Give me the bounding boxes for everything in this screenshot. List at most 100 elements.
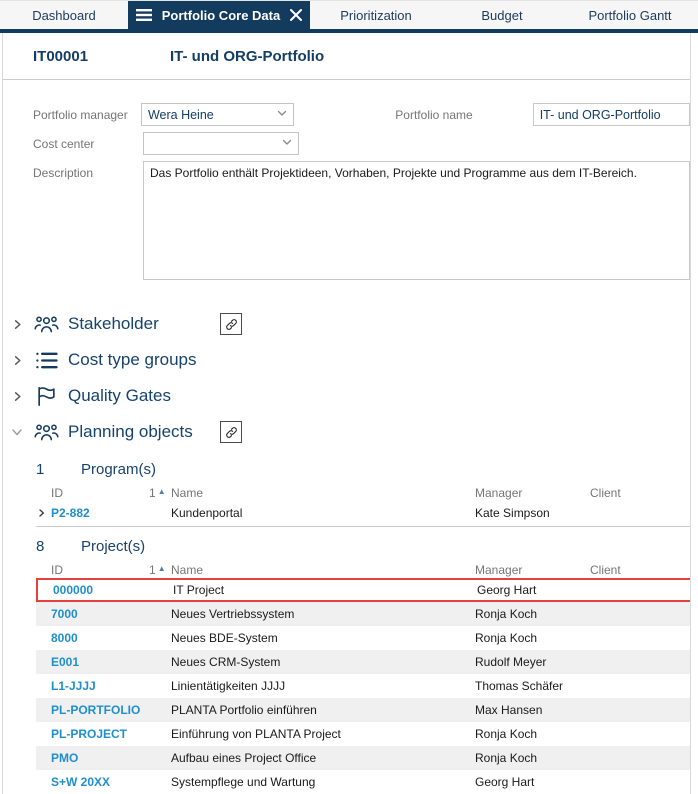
row-id-link[interactable]: E001 xyxy=(51,655,80,669)
tab-prioritization[interactable]: Prioritization xyxy=(310,1,442,29)
people-group-icon xyxy=(33,314,59,335)
cost-center-select[interactable] xyxy=(143,132,299,155)
people-group-icon xyxy=(33,422,59,443)
row-manager: Georg Hart xyxy=(475,775,535,789)
tab-portfolio-gantt[interactable]: Portfolio Gantt xyxy=(562,1,698,29)
row-id-link[interactable]: 7000 xyxy=(51,607,78,621)
column-header-name[interactable]: Name xyxy=(171,562,204,577)
group-label: Project(s) xyxy=(81,537,146,555)
portfolio-id: IT00001 xyxy=(33,47,89,65)
planning-table: ID 1 ▲ Name Manager Client P2-882 Kundenportal K… xyxy=(36,484,690,527)
portfolio-core-data-panel: IT00001 IT- und ORG-Portfolio Portfolio … xyxy=(2,33,691,794)
list-icon xyxy=(33,350,59,371)
tab-label: Budget xyxy=(481,7,523,23)
row-name: Linientätigkeiten JJJJ xyxy=(171,679,286,693)
column-header-manager[interactable]: Manager xyxy=(475,485,523,500)
table-row[interactable]: L1-JJJJ Linientätigkeiten JJJJ Thomas Schä… xyxy=(36,674,690,698)
section-label: Quality Gates xyxy=(68,386,171,405)
section-label: Cost type groups xyxy=(68,350,197,369)
row-name: Neues CRM-System xyxy=(171,655,281,669)
row-id-link[interactable]: PL-PROJECT xyxy=(51,727,128,741)
row-manager: Thomas Schäfer xyxy=(475,679,564,693)
group-heading-project-s-: 8 Project(s) xyxy=(3,537,690,555)
column-header-name[interactable]: Name xyxy=(171,485,204,500)
row-manager: Rudolf Meyer xyxy=(475,655,547,669)
portfolio-title: IT- und ORG-Portfolio xyxy=(170,47,325,65)
tab-portfolio-core-data[interactable]: Portfolio Core Data xyxy=(128,1,310,29)
portfolio-manager-label: Portfolio manager xyxy=(33,108,128,122)
portfolio-header: IT00001 IT- und ORG-Portfolio xyxy=(3,33,690,80)
table-row[interactable]: S+W 20XX Systempflege und Wartung Georg Ha… xyxy=(36,770,690,794)
link-button[interactable] xyxy=(220,313,242,335)
table-row[interactable]: PMO Aufbau eines Project Office Ronja Koch xyxy=(36,746,690,770)
table-header-row: ID 1 ▲ Name Manager Client xyxy=(36,484,690,501)
section-cost-type-groups[interactable]: Cost type groups xyxy=(3,342,690,378)
chevron-down-icon xyxy=(276,107,288,122)
row-manager: Kate Simpson xyxy=(475,506,550,520)
row-id-link[interactable]: L1-JJJJ xyxy=(51,679,96,693)
close-icon[interactable] xyxy=(290,9,303,21)
section-quality-gates[interactable]: Quality Gates xyxy=(3,378,690,414)
row-manager: Ronja Koch xyxy=(475,607,538,621)
group-count: 1 xyxy=(36,460,45,478)
section-stakeholder[interactable]: Stakeholder xyxy=(3,306,690,342)
table-row[interactable]: 8000 Neues BDE-System Ronja Koch xyxy=(36,626,690,650)
chevron-down-icon[interactable] xyxy=(10,426,24,438)
link-button[interactable] xyxy=(220,421,242,443)
row-name: Systempflege und Wartung xyxy=(171,775,316,789)
column-header-id[interactable]: ID xyxy=(51,562,63,577)
row-expand-chevron-icon[interactable] xyxy=(36,508,51,518)
portfolio-manager-select[interactable]: Wera Heine xyxy=(140,103,295,126)
portfolio-name-value: IT- und ORG-Portfolio xyxy=(539,107,661,122)
tab-dashboard[interactable]: Dashboard xyxy=(0,1,128,29)
portfolio-name-input[interactable]: IT- und ORG-Portfolio xyxy=(532,103,690,126)
column-header-manager[interactable]: Manager xyxy=(475,562,523,577)
column-header-client[interactable]: Client xyxy=(590,562,621,577)
portfolio-manager-value: Wera Heine xyxy=(147,107,214,122)
link-icon xyxy=(224,425,239,440)
row-id-link[interactable]: PL-PORTFOLIO xyxy=(51,703,141,717)
row-id-link[interactable]: P2-882 xyxy=(51,506,90,520)
tab-bar: Dashboard Portfolio Core Data Prioritizati… xyxy=(0,0,698,33)
flag-icon xyxy=(33,385,59,407)
row-id-link[interactable]: 000000 xyxy=(53,583,94,597)
portfolio-name-label: Portfolio name xyxy=(395,108,473,122)
table-row[interactable]: E001 Neues CRM-System Rudolf Meyer xyxy=(36,650,690,674)
description-textarea[interactable]: Das Portfolio enthält Projektideen, Vorh… xyxy=(143,161,690,280)
row-name: IT Project xyxy=(173,583,225,597)
sort-indicator[interactable]: 1 ▲ xyxy=(149,486,171,500)
row-id-link[interactable]: PMO xyxy=(51,751,79,765)
tab-label: Portfolio Gantt xyxy=(588,7,672,23)
table-row[interactable]: P2-882 Kundenportal Kate Simpson xyxy=(36,501,690,525)
row-name: Neues Vertriebssystem xyxy=(171,607,295,621)
table-row[interactable]: 000000 IT Project Georg Hart xyxy=(36,578,690,602)
table-row[interactable]: PL-PORTFOLIO PLANTA Portfolio einführen Ma… xyxy=(36,698,690,722)
column-header-client[interactable]: Client xyxy=(590,485,621,500)
sort-indicator[interactable]: 1 ▲ xyxy=(149,563,171,577)
row-id-link[interactable]: 8000 xyxy=(51,631,78,645)
section-list: Stakeholder Cost type groups Quality Gates… xyxy=(3,306,690,450)
row-manager: Ronja Koch xyxy=(475,631,538,645)
link-icon xyxy=(224,317,239,332)
row-name: Einführung von PLANTA Project xyxy=(171,727,341,741)
section-label: Stakeholder xyxy=(68,314,159,333)
sort-number: 1 xyxy=(149,485,156,500)
group-heading-program-s-: 1 Program(s) xyxy=(3,460,690,478)
row-id-link[interactable]: S+W 20XX xyxy=(51,775,111,789)
tab-label: Dashboard xyxy=(32,7,96,23)
row-name: Aufbau eines Project Office xyxy=(171,751,317,765)
section-planning-objects[interactable]: Planning objects xyxy=(3,414,690,450)
table-row[interactable]: PL-PROJECT Einführung von PLANTA Project R… xyxy=(36,722,690,746)
column-header-id[interactable]: ID xyxy=(51,485,63,500)
row-manager: Max Hansen xyxy=(475,703,543,717)
tab-budget[interactable]: Budget xyxy=(442,1,562,29)
chevron-down-icon xyxy=(281,136,293,151)
description-label: Description xyxy=(33,166,94,180)
chevron-right-icon[interactable] xyxy=(10,355,24,366)
planning-objects-content: 1 Program(s) ID 1 ▲ Name Manager Client P2-882 Ku… xyxy=(3,460,690,794)
table-row[interactable]: 7000 Neues Vertriebssystem Ronja Koch xyxy=(36,602,690,626)
hamburger-icon xyxy=(135,8,152,22)
sort-number: 1 xyxy=(149,562,156,577)
chevron-right-icon[interactable] xyxy=(10,391,24,402)
chevron-right-icon[interactable] xyxy=(10,319,24,330)
